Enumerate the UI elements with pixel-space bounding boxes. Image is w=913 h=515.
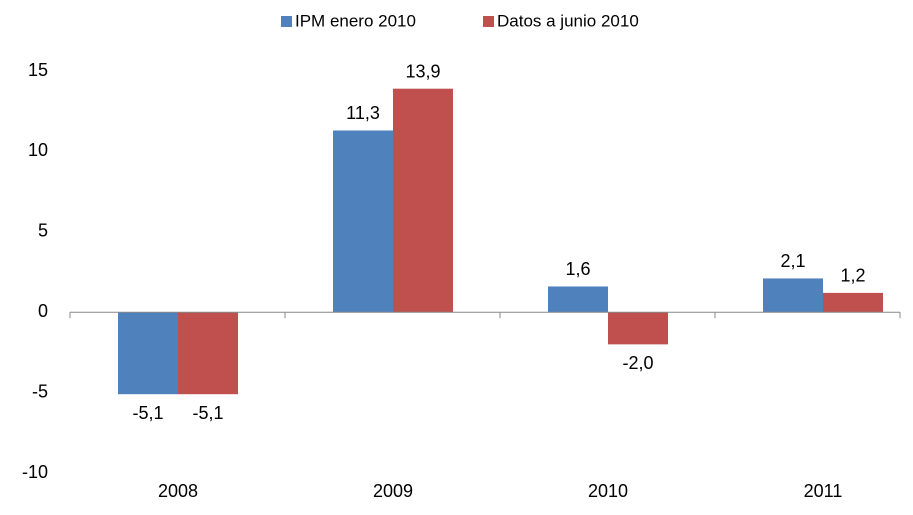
value-label: 1,2 [840, 266, 865, 286]
legend-label: Datos a junio 2010 [497, 11, 639, 30]
legend-swatch [483, 16, 494, 27]
value-label: 1,6 [565, 259, 590, 279]
x-tick-label: 2008 [158, 481, 198, 501]
value-label: -2,0 [622, 353, 653, 373]
bar [178, 312, 238, 395]
bar [823, 292, 883, 313]
x-tick-label: 2011 [804, 481, 843, 501]
x-tick-label: 2009 [373, 481, 413, 501]
y-tick-label: 10 [28, 140, 48, 160]
legend-label: IPM enero 2010 [295, 11, 416, 30]
value-label: -5,1 [132, 403, 163, 423]
value-label: -5,1 [192, 403, 223, 423]
bar [118, 312, 178, 395]
bar [608, 312, 668, 345]
y-tick-label: 0 [38, 301, 48, 321]
value-label: 11,3 [346, 103, 380, 123]
value-label: 2,1 [780, 251, 805, 271]
value-label: 13,9 [405, 61, 440, 81]
bar [763, 278, 823, 313]
y-tick-label: 5 [38, 221, 48, 241]
y-tick-label: 15 [28, 60, 48, 80]
x-tick-label: 2010 [588, 481, 628, 501]
bar [393, 88, 453, 313]
y-tick-label: -5 [32, 381, 48, 401]
legend-swatch [281, 16, 292, 27]
bar [333, 130, 393, 313]
bar [548, 286, 608, 313]
y-tick-label: -10 [22, 462, 48, 482]
